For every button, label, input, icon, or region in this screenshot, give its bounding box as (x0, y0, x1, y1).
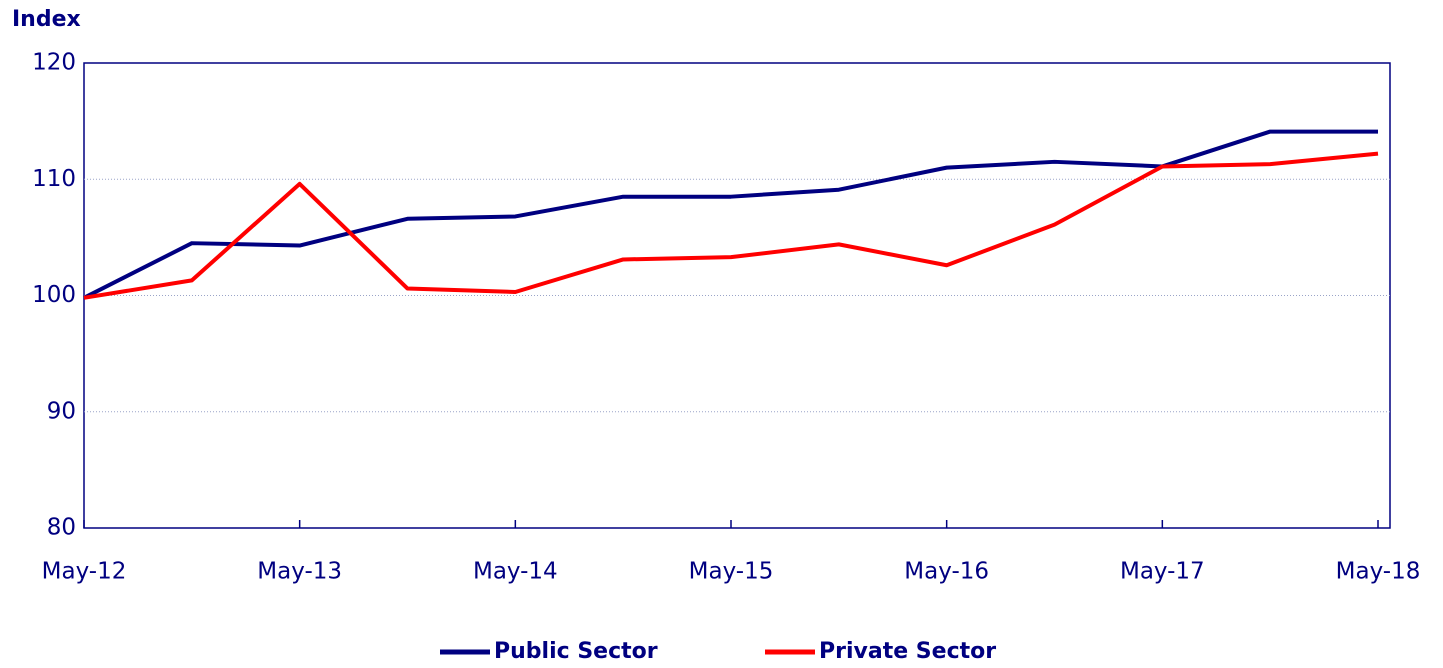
x-tick-label: May-18 (1336, 559, 1421, 585)
y-tick-label: 90 (47, 398, 76, 424)
x-tick-label: May-16 (904, 559, 989, 585)
y-tick-label: 80 (47, 515, 76, 541)
legend-label: Private Sector (819, 639, 996, 664)
series-line (83, 129, 1378, 300)
x-tick-label: May-15 (689, 559, 774, 585)
x-tick-label: May-17 (1120, 559, 1205, 585)
series-line (83, 151, 1379, 300)
y-tick-label: 120 (32, 50, 76, 76)
x-tick-label: May-14 (473, 559, 558, 585)
x-tick-label: May-12 (42, 559, 127, 585)
y-tick-label: 100 (32, 282, 76, 308)
legend-label: Public Sector (494, 639, 658, 664)
y-tick-label: 110 (32, 166, 76, 192)
x-tick-label: May-13 (257, 559, 342, 585)
y-axis-label: Index (12, 7, 81, 32)
